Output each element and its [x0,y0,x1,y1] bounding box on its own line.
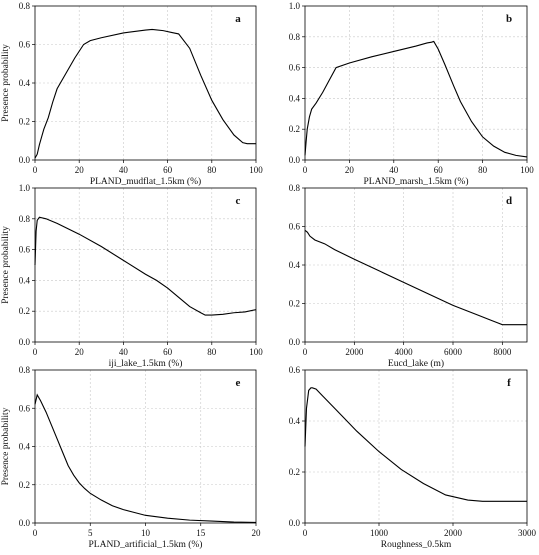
x-tick-label: 60 [163,165,173,175]
panel-b: 0 20 40 60 80 100 0.0 0.2 0.4 0.6 0.8 1.0 PLAND_mars… [289,1,535,187]
x-axis-label: iji_lake_1.5km (%) [109,358,183,369]
x-tick-label: 40 [389,165,399,175]
panel-label: c [236,195,241,207]
x-tick-label: 60 [434,165,444,175]
y-axis-label: Presence probability [1,44,11,122]
y-tick-label: 0.6 [289,222,301,232]
x-axis-label: Roughness_0.5km [381,540,452,550]
response-curve [34,216,257,316]
y-tick-label: 0.0 [19,155,31,165]
x-tick-label: 0 [303,165,308,175]
y-tick-label: 0.6 [19,40,31,50]
y-tick-label: 0.8 [289,183,301,193]
x-axis-label: PLAND_mudflat_1.5km (%) [90,176,201,187]
response-curve [34,28,256,159]
y-tick-label: 0.2 [289,467,300,477]
x-tick-label: 10 [141,528,151,538]
x-tick-label: 6000 [444,347,463,357]
x-tick-label: 100 [520,165,534,175]
x-axis-label: Eucd_lake (m) [388,358,444,369]
x-tick-label: 40 [119,347,129,357]
x-tick-label: 15 [196,528,206,538]
y-tick-label: 0.8 [19,365,31,375]
x-axis-label: PLAND_artificial_1.5km (%) [89,539,203,550]
y-tick-label: 0.6 [19,403,31,413]
x-tick-label: 0 [303,528,308,538]
x-tick-label: 20 [75,165,85,175]
x-tick-label: 100 [249,165,263,175]
x-tick-label: 0 [33,165,38,175]
plot-frame [304,5,528,161]
y-tick-label: 0.0 [289,155,301,165]
x-tick-label: 60 [163,347,173,357]
y-tick-label: 0.0 [289,337,301,347]
panel-label: f [507,377,511,389]
x-tick-label: 20 [345,165,355,175]
panel-f: 0 1000 2000 3000 0.0 0.2 0.4 0.6 Roughness_0.5km… [289,365,537,550]
y-tick-label: 0.4 [19,442,31,452]
y-axis-label: Presence probability [1,407,11,485]
x-tick-label: 100 [249,347,263,357]
y-tick-label: 0.4 [289,416,301,426]
panel-label: b [506,13,512,25]
x-tick-label: 40 [119,165,129,175]
y-tick-label: 0.6 [289,63,301,73]
y-tick-label: 0.0 [289,518,301,528]
y-axis-label: Presence probability [1,226,11,304]
y-tick-label: 0.2 [289,124,300,134]
panel-d: 0 2000 4000 6000 8000 0.0 0.2 0.4 0.6 0.8 Eucd_lak… [289,183,528,369]
y-tick-label: 0.4 [289,260,301,270]
x-tick-label: 3000 [518,528,537,538]
y-tick-label: 1.0 [289,1,301,11]
x-tick-label: 20 [252,528,262,538]
x-tick-label: 0 [33,528,38,538]
panel-label: a [235,13,241,25]
y-tick-label: 0.8 [19,214,31,224]
response-curve [304,40,528,158]
x-tick-label: 2000 [345,347,364,357]
x-tick-label: 80 [207,165,217,175]
x-tick-label: 2000 [444,528,463,538]
y-tick-label: 0.2 [19,480,30,490]
x-tick-label: 80 [478,165,488,175]
y-tick-label: 0.0 [19,518,31,528]
x-tick-label: 4000 [395,347,414,357]
y-tick-label: 0.2 [19,306,30,316]
panel-a: 0 20 40 60 80 100 0.0 0.2 0.4 0.6 0.8 PLAND_mudflat… [1,1,263,187]
response-curve [304,387,527,502]
x-axis-label: PLAND_marsh_1.5km (%) [363,176,468,187]
x-tick-label: 80 [207,347,217,357]
y-tick-label: 0.4 [19,275,31,285]
response-curve [34,393,257,523]
panel-label: e [236,377,241,389]
y-tick-label: 0.2 [289,299,300,309]
y-tick-label: 0.8 [289,32,301,42]
y-tick-label: 0.8 [19,1,31,11]
y-tick-label: 0.6 [19,245,31,255]
x-tick-label: 0 [303,347,308,357]
plot-frame [34,187,257,343]
y-tick-label: 0.4 [289,93,301,103]
y-tick-label: 1.0 [19,183,31,193]
x-tick-label: 1000 [370,528,389,538]
response-curve [304,229,527,326]
panel-e: 0 5 10 15 20 0.0 0.2 0.4 0.6 0.8 PLAND_artificial_… [1,365,261,550]
panel-label: d [506,195,512,207]
plot-frame [304,369,528,524]
y-tick-label: 0.2 [19,117,30,127]
x-tick-label: 8000 [493,347,512,357]
y-tick-label: 0.0 [19,337,31,347]
y-tick-label: 0.4 [19,78,31,88]
panel-c: 0 20 40 60 80 100 0.0 0.2 0.4 0.6 0.8 1.0 iji_lake_1… [1,183,263,369]
x-tick-label: 20 [75,347,85,357]
x-tick-label: 5 [88,528,93,538]
x-tick-label: 0 [33,347,38,357]
y-tick-label: 0.6 [289,365,301,375]
